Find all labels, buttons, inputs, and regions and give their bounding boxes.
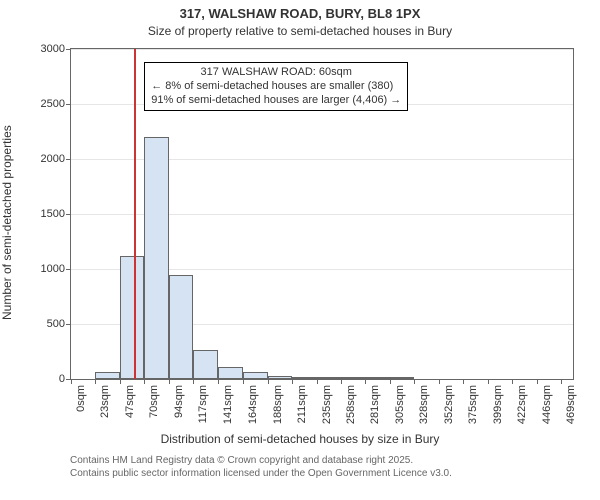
- xtick-mark: [292, 379, 293, 384]
- gridline: [71, 49, 573, 50]
- xtick-mark: [463, 379, 464, 384]
- xtick-label: 211sqm: [296, 385, 308, 423]
- xtick-mark: [144, 379, 145, 384]
- histogram-bar: [120, 256, 144, 379]
- plot-area: 0500100015002000250030000sqm23sqm47sqm70…: [70, 48, 574, 380]
- ytick-label: 2500: [41, 98, 65, 110]
- xtick-label: 94sqm: [173, 385, 185, 418]
- x-axis-label: Distribution of semi-detached houses by …: [0, 432, 600, 446]
- xtick-mark: [193, 379, 194, 384]
- xtick-mark: [537, 379, 538, 384]
- histogram-bar: [341, 377, 365, 379]
- xtick-mark: [169, 379, 170, 384]
- ytick-mark: [66, 104, 71, 105]
- xtick-label: 141sqm: [222, 385, 234, 424]
- ytick-mark: [66, 159, 71, 160]
- footnote: Contains HM Land Registry data © Crown c…: [70, 455, 452, 480]
- xtick-label: 469sqm: [565, 385, 577, 424]
- xtick-label: 0sqm: [75, 385, 87, 412]
- ytick-mark: [66, 49, 71, 50]
- ytick-label: 2000: [41, 153, 65, 165]
- ytick-mark: [66, 324, 71, 325]
- xtick-label: 164sqm: [247, 385, 259, 424]
- footnote-line1: Contains HM Land Registry data © Crown c…: [70, 455, 452, 468]
- annotation-line: 91% of semi-detached houses are larger (…: [151, 94, 401, 108]
- ytick-label: 1500: [41, 208, 65, 220]
- histogram-bar: [95, 372, 120, 379]
- histogram-bar: [365, 377, 390, 379]
- reference-marker: [134, 49, 136, 379]
- ytick-label: 500: [47, 318, 65, 330]
- histogram-bar: [390, 377, 414, 379]
- xtick-label: 328sqm: [418, 385, 430, 424]
- xtick-mark: [268, 379, 269, 384]
- xtick-mark: [439, 379, 440, 384]
- xtick-mark: [414, 379, 415, 384]
- xtick-mark: [561, 379, 562, 384]
- xtick-mark: [488, 379, 489, 384]
- xtick-label: 352sqm: [443, 385, 455, 424]
- annotation-box: 317 WALSHAW ROAD: 60sqm← 8% of semi-deta…: [144, 62, 408, 111]
- footnote-line2: Contains public sector information licen…: [70, 468, 452, 481]
- xtick-label: 188sqm: [272, 385, 284, 424]
- ytick-label: 3000: [41, 43, 65, 55]
- xtick-mark: [243, 379, 244, 384]
- histogram-bar: [292, 377, 317, 379]
- xtick-mark: [390, 379, 391, 384]
- xtick-mark: [341, 379, 342, 384]
- xtick-mark: [218, 379, 219, 384]
- xtick-mark: [512, 379, 513, 384]
- histogram-bar: [317, 377, 341, 379]
- xtick-mark: [120, 379, 121, 384]
- annotation-line: ← 8% of semi-detached houses are smaller…: [151, 80, 401, 94]
- histogram-bar: [193, 350, 218, 379]
- xtick-label: 422sqm: [516, 385, 528, 424]
- ytick-mark: [66, 214, 71, 215]
- annotation-line: 317 WALSHAW ROAD: 60sqm: [151, 66, 401, 80]
- xtick-mark: [95, 379, 96, 384]
- xtick-mark: [317, 379, 318, 384]
- chart-subtitle: Size of property relative to semi-detach…: [0, 24, 600, 38]
- xtick-label: 399sqm: [492, 385, 504, 424]
- chart-container: 317, WALSHAW ROAD, BURY, BL8 1PX Size of…: [0, 0, 600, 500]
- ytick-label: 0: [59, 373, 65, 385]
- histogram-bar: [169, 275, 193, 380]
- xtick-label: 117sqm: [197, 385, 209, 423]
- y-axis-label: Number of semi-detached properties: [0, 125, 14, 320]
- xtick-label: 281sqm: [369, 385, 381, 424]
- xtick-label: 446sqm: [541, 385, 553, 424]
- xtick-label: 375sqm: [467, 385, 479, 424]
- xtick-label: 47sqm: [124, 385, 136, 418]
- ytick-mark: [66, 269, 71, 270]
- xtick-label: 70sqm: [148, 385, 160, 418]
- histogram-bar: [144, 137, 169, 379]
- xtick-mark: [365, 379, 366, 384]
- xtick-label: 235sqm: [321, 385, 333, 424]
- xtick-label: 258sqm: [345, 385, 357, 424]
- xtick-label: 23sqm: [99, 385, 111, 418]
- xtick-mark: [71, 379, 72, 384]
- chart-title: 317, WALSHAW ROAD, BURY, BL8 1PX: [0, 6, 600, 21]
- histogram-bar: [268, 376, 292, 379]
- histogram-bar: [243, 372, 268, 379]
- xtick-label: 305sqm: [394, 385, 406, 424]
- histogram-bar: [218, 367, 242, 379]
- ytick-label: 1000: [41, 263, 65, 275]
